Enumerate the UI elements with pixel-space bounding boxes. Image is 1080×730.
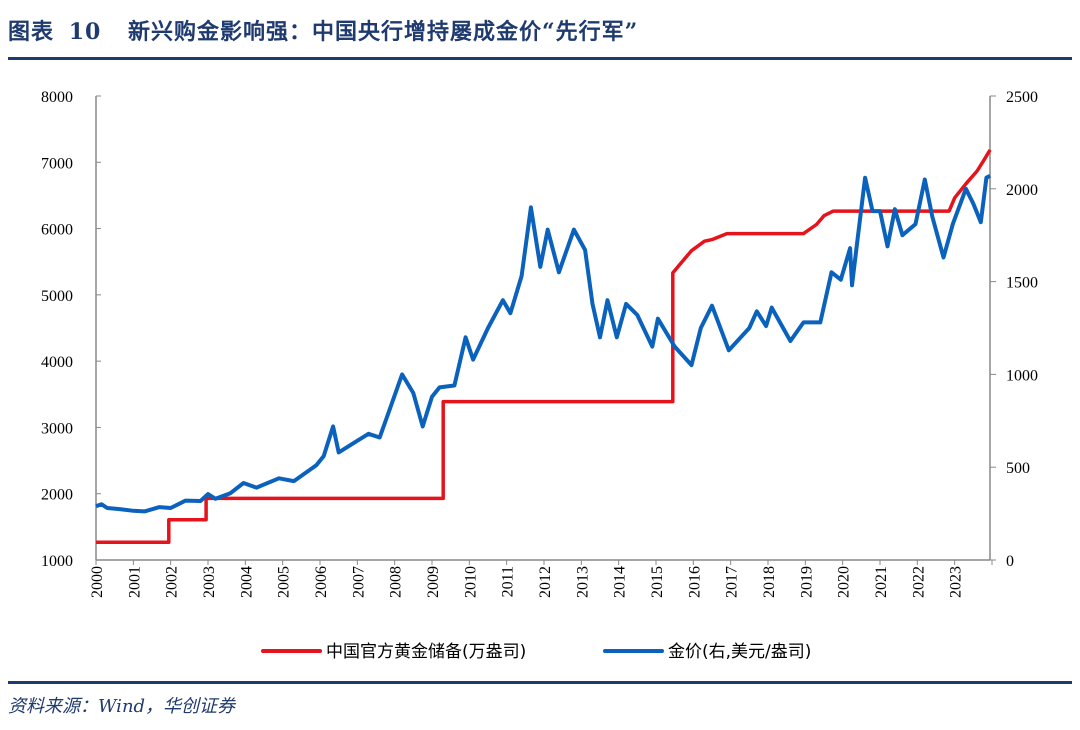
- x-tick-label: 2006: [313, 566, 330, 598]
- x-tick-label: 2014: [612, 566, 629, 598]
- left-y-tick-label: 7000: [41, 155, 73, 172]
- left-y-tick-label: 3000: [41, 420, 73, 437]
- x-tick-label: 2007: [350, 566, 367, 598]
- x-tick-label: 2010: [462, 566, 479, 598]
- left-y-tick-label: 5000: [41, 288, 73, 305]
- x-tick-label: 2018: [761, 566, 778, 598]
- x-tick-label: 2002: [164, 566, 181, 598]
- x-tick-label: 2015: [649, 566, 666, 598]
- x-tick-label: 2001: [126, 566, 143, 598]
- x-tick-label: 2004: [238, 566, 255, 598]
- right-y-tick-label: 500: [1006, 460, 1030, 477]
- figure-label: 图表: [8, 19, 55, 45]
- left-y-tick-label: 8000: [41, 89, 73, 106]
- right-y-tick-label: 2000: [1006, 182, 1038, 199]
- x-tick-label: 2009: [425, 566, 442, 598]
- left-y-tick-label: 1000: [41, 553, 73, 570]
- legend-price-label: 金价(右,美元/盎司): [668, 642, 811, 662]
- right-y-tick-label: 1500: [1006, 275, 1038, 292]
- right-y-tick-label: 0: [1006, 553, 1014, 570]
- left-y-tick-label: 4000: [41, 354, 73, 371]
- figure-title: 图表 10 新兴购金影响强：中国央行增持屡成金价“先行军”: [8, 14, 638, 46]
- x-tick-label: 2000: [89, 566, 106, 598]
- source-note: 资料来源：Wind，华创证券: [8, 696, 236, 717]
- x-tick-label: 2019: [798, 566, 815, 598]
- x-tick-label: 2003: [201, 566, 218, 598]
- x-tick-label: 2013: [574, 566, 591, 598]
- x-tick-label: 2008: [388, 566, 405, 598]
- title-divider: [8, 57, 1072, 60]
- right-y-tick-label: 1000: [1006, 367, 1038, 384]
- left-y-tick-label: 6000: [41, 222, 73, 239]
- x-tick-label: 2021: [873, 566, 890, 598]
- x-tick-label: 2017: [724, 566, 741, 598]
- figure-title-text: 新兴购金影响强：中国央行增持屡成金价“先行军”: [127, 19, 639, 45]
- x-tick-label: 2011: [500, 566, 517, 597]
- gold-price-series-line: [95, 174, 992, 514]
- source-divider: [8, 681, 1072, 684]
- x-tick-label: 2023: [948, 566, 965, 598]
- x-tick-label: 2005: [276, 566, 293, 598]
- figure-number: 10: [68, 19, 102, 45]
- right-y-tick-label: 2500: [1006, 89, 1038, 106]
- x-tick-label: 2020: [836, 566, 853, 598]
- left-y-tick-label: 2000: [41, 487, 73, 504]
- reserves-series-line: [96, 148, 992, 545]
- x-tick-label: 2012: [537, 566, 554, 598]
- x-tick-label: 2016: [686, 566, 703, 598]
- x-tick-label: 2022: [910, 566, 927, 598]
- legend-reserves-label: 中国官方黄金储备(万盎司): [326, 642, 526, 662]
